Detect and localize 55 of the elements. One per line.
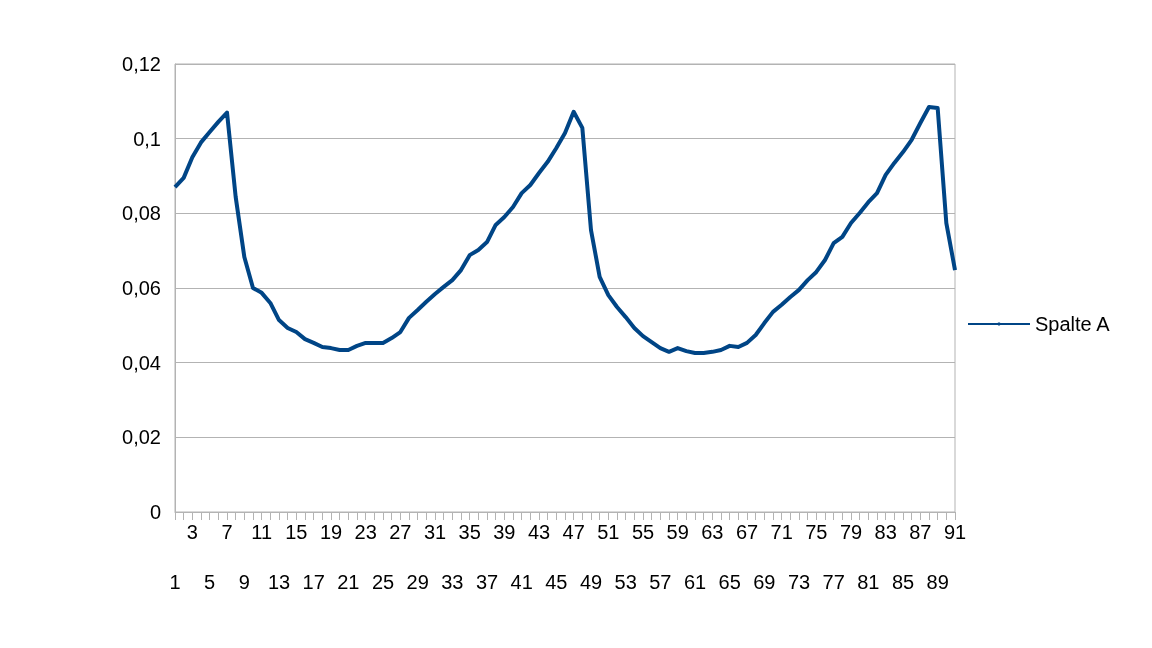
- x-tick-label: 21: [337, 571, 360, 593]
- x-tick-label: 25: [371, 571, 395, 593]
- y-tick-label: 0,02: [122, 426, 161, 449]
- x-tick-label: 87: [909, 521, 932, 543]
- x-tick-label: 43: [527, 521, 551, 543]
- x-tick-label: 39: [493, 521, 516, 543]
- x-tick-label: 79: [839, 521, 863, 543]
- x-tick-label: 67: [735, 521, 759, 543]
- y-tick-label: 0,12: [122, 53, 161, 75]
- x-tick-label: 71: [770, 521, 793, 543]
- x-tick-label: 3: [186, 521, 198, 543]
- x-tick-label: 41: [510, 571, 533, 593]
- x-tick-label: 83: [874, 521, 897, 543]
- x-tick-label: 85: [891, 571, 915, 593]
- y-tick-label: 0: [149, 501, 161, 523]
- x-tick-label: 17: [302, 571, 325, 593]
- x-tick-label: 37: [475, 571, 499, 593]
- y-tick-label: 0,08: [122, 202, 161, 225]
- x-tick-label: 63: [701, 521, 724, 543]
- x-tick-label: 47: [562, 521, 585, 543]
- x-tick-label: 45: [545, 571, 568, 593]
- x-tick-label: 31: [423, 521, 447, 543]
- x-tick-label: 27: [389, 521, 412, 543]
- x-tick-label: 23: [354, 521, 377, 543]
- x-tick-label: 89: [926, 571, 949, 593]
- x-tick-label: 49: [579, 571, 603, 593]
- y-tick-label: 0,06: [122, 277, 161, 299]
- x-tick-label: 57: [649, 571, 672, 593]
- x-tick-label: 81: [857, 571, 880, 593]
- x-tick-label: 77: [822, 571, 845, 593]
- x-tick-label: 69: [753, 571, 776, 593]
- x-tick-label: 33: [441, 571, 464, 593]
- y-tick-label: 0,04: [122, 351, 161, 374]
- x-tick-label: 19: [319, 521, 343, 543]
- x-tick-label: 7: [221, 521, 233, 543]
- x-tick-label: 29: [406, 571, 429, 593]
- x-tick-label: 1: [169, 571, 181, 593]
- x-tick-label: 53: [614, 571, 637, 593]
- legend-label: Spalte A: [1035, 313, 1111, 335]
- y-tick-label: 0,1: [133, 127, 161, 150]
- x-tick-label: 65: [718, 571, 741, 593]
- x-tick-label: 61: [683, 571, 707, 593]
- x-tick-label: 35: [458, 521, 481, 543]
- line-series: [173, 104, 957, 355]
- x-tick-label: 9: [238, 571, 250, 593]
- x-tick-label: 13: [267, 571, 291, 593]
- x-tick-label: 59: [666, 521, 689, 543]
- x-tick-label: 5: [204, 571, 216, 593]
- x-tick-label: 15: [285, 521, 308, 543]
- x-tick-label: 55: [631, 521, 655, 543]
- x-tick-label: 51: [597, 521, 620, 543]
- x-tick-label: 73: [787, 571, 811, 593]
- x-tick-label: 91: [943, 521, 967, 543]
- x-tick-label: 75: [805, 521, 828, 543]
- x-tick-label: 11: [251, 521, 273, 543]
